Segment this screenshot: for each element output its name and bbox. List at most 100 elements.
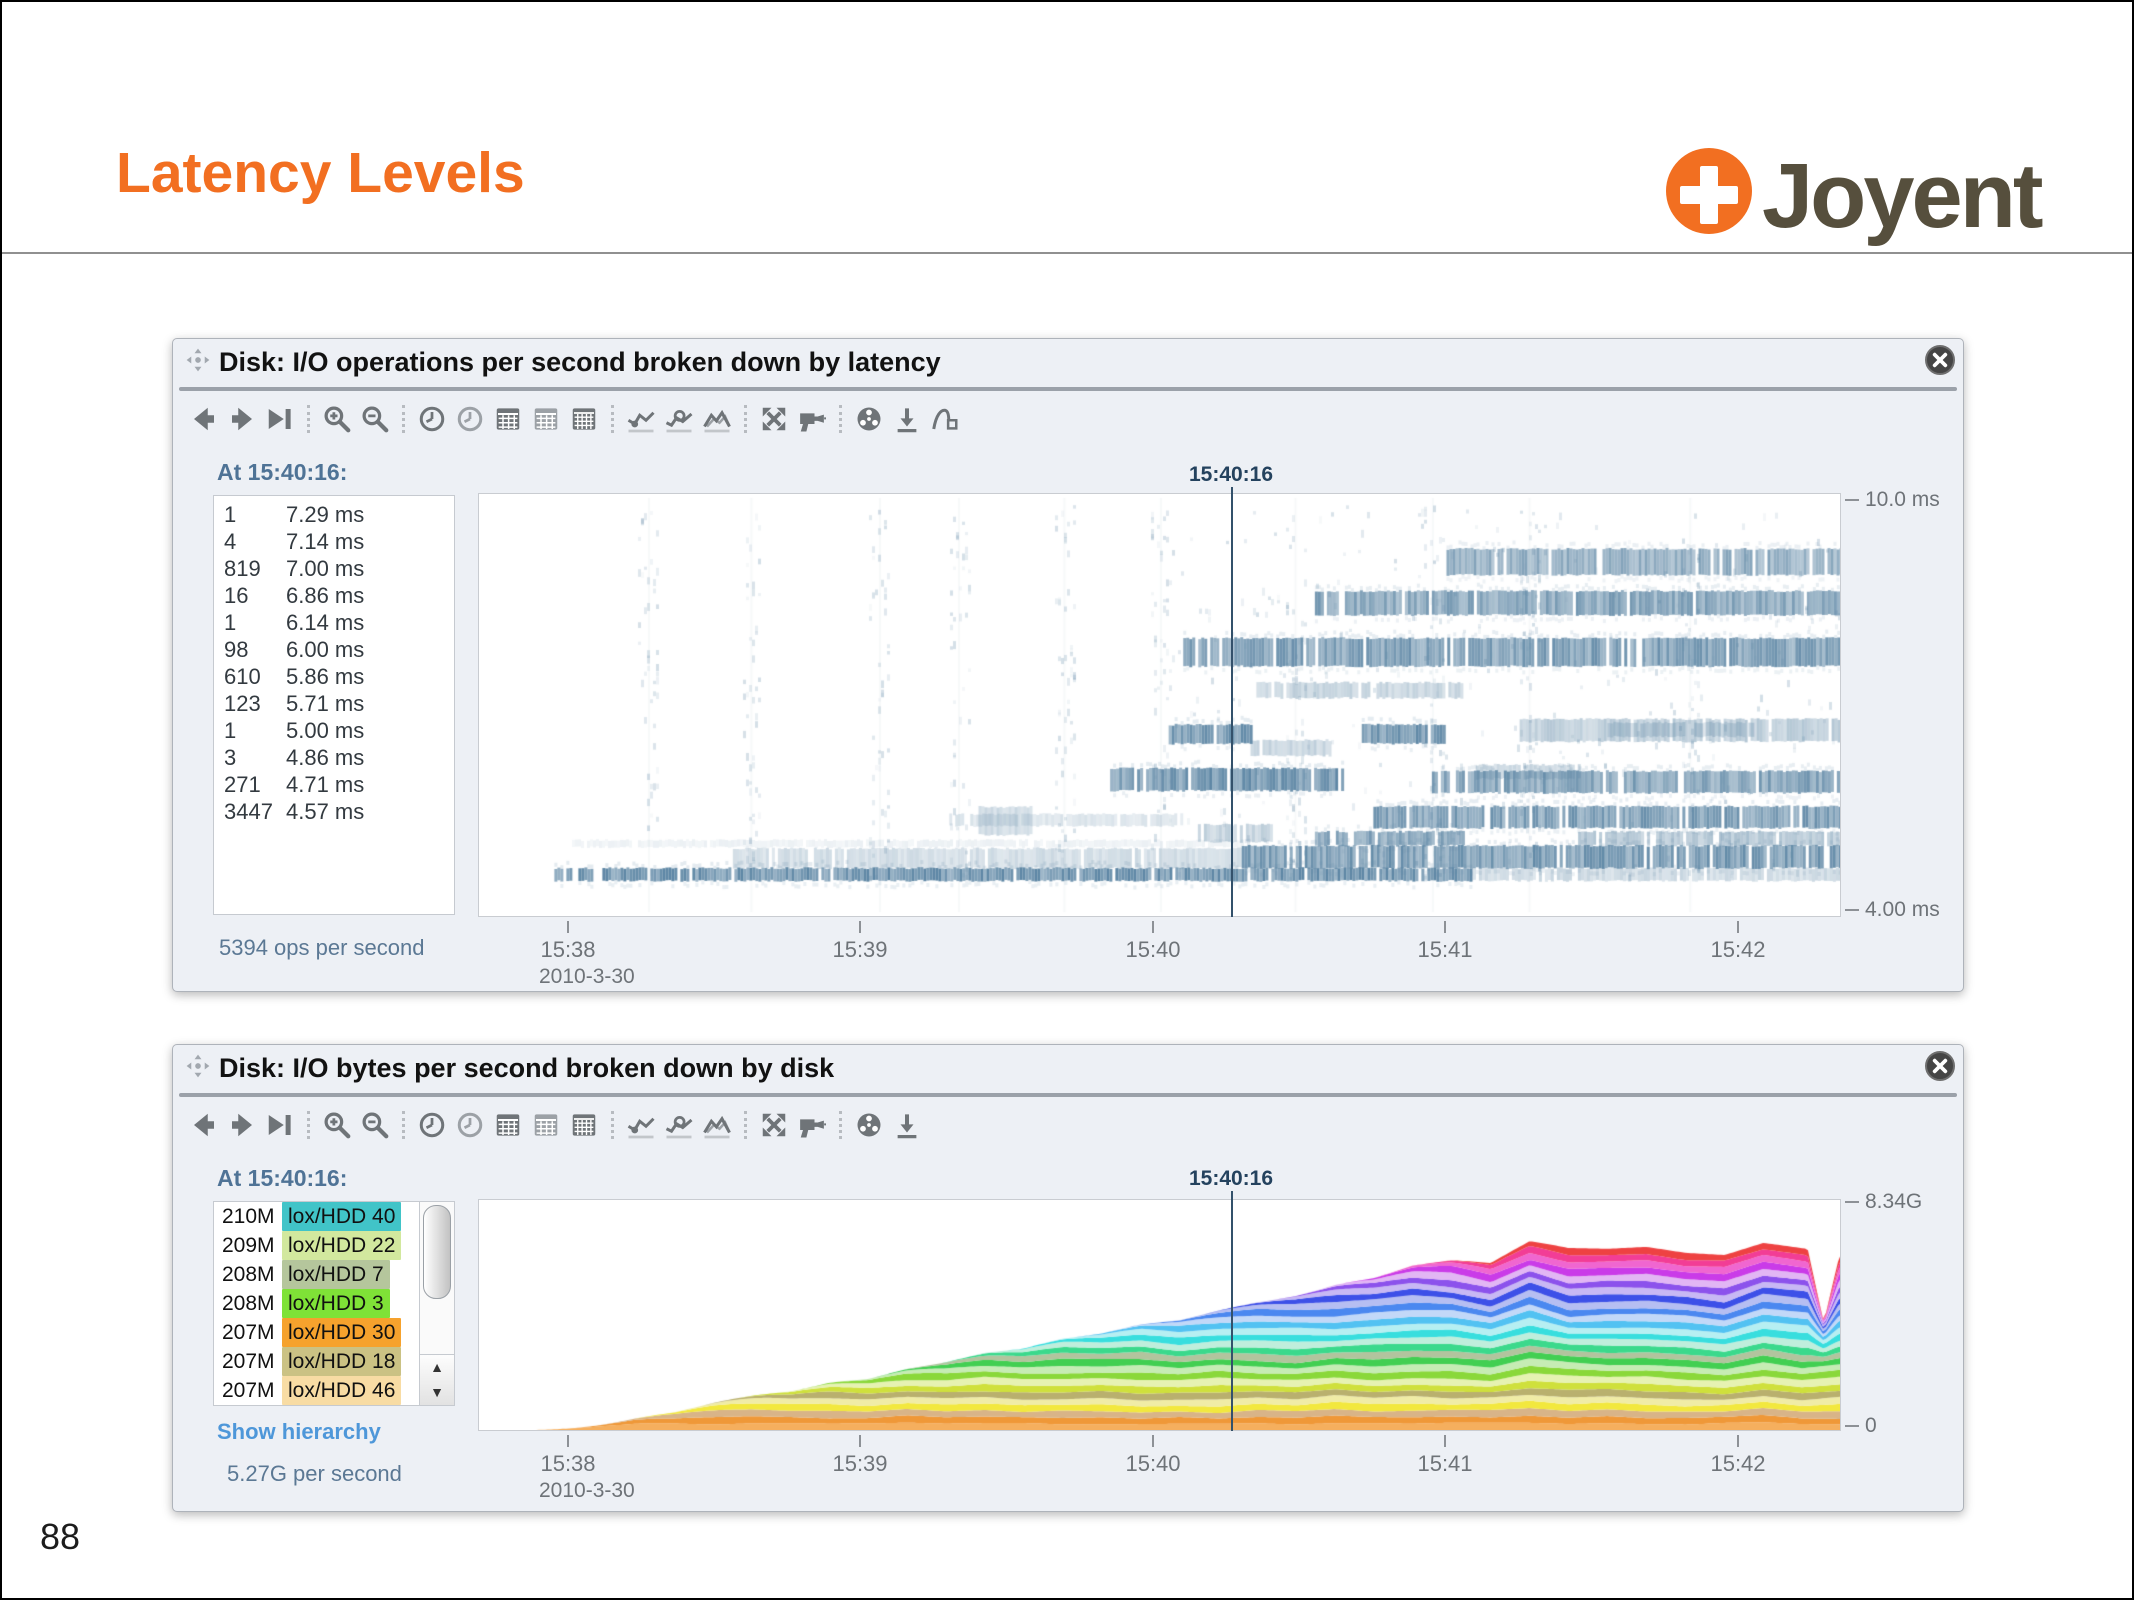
calendar-custom-button[interactable]: [565, 398, 603, 440]
zoom-out-button[interactable]: [356, 1104, 394, 1146]
calendar-one-button[interactable]: [489, 1104, 527, 1146]
chart-overlap-button[interactable]: [698, 398, 736, 440]
window-titlebar[interactable]: Disk: I/O operations per second broken d…: [173, 339, 1963, 385]
clock-back-button[interactable]: [413, 398, 451, 440]
zoom-out-icon: [362, 406, 389, 433]
disk-bytes-value: 208M: [222, 1292, 275, 1315]
calendar-range-button[interactable]: [527, 398, 565, 440]
close-icon: [1925, 345, 1955, 375]
window-titlebar[interactable]: Disk: I/O bytes per second broken down b…: [173, 1045, 1963, 1091]
disk-name-chip[interactable]: lox/HDD 18: [282, 1347, 402, 1376]
window-move-icon[interactable]: [185, 347, 211, 378]
zoom-in-icon: [324, 406, 351, 433]
disk-legend-row[interactable]: 209M lox/HDD 22: [214, 1231, 420, 1260]
page-number: 88: [40, 1516, 81, 1557]
expand-button[interactable]: [755, 398, 793, 440]
disk-name-chip[interactable]: lox/HDD 22: [282, 1231, 402, 1260]
zoom-in-button[interactable]: [318, 1104, 356, 1146]
latency-legend-row[interactable]: 98 6.00 ms: [214, 636, 454, 663]
latency-value: 7.29 ms: [286, 502, 365, 527]
calendar-range-button[interactable]: [527, 1104, 565, 1146]
zoom-in-icon: [324, 1112, 351, 1139]
latency-legend-row[interactable]: 1 6.14 ms: [214, 609, 454, 636]
scrollbar[interactable]: ▲ ▼: [419, 1202, 454, 1405]
step-latest-button[interactable]: [261, 398, 299, 440]
latency-heatmap-chart[interactable]: [478, 493, 1841, 917]
disk-name-chip[interactable]: lox/HDD 3: [282, 1289, 390, 1318]
export-button[interactable]: [888, 398, 926, 440]
excise-outliers-button[interactable]: [926, 398, 964, 440]
color-wheel-button[interactable]: [850, 1104, 888, 1146]
show-hierarchy-link[interactable]: Show hierarchy: [217, 1419, 381, 1444]
y-axis-tick: [1845, 1201, 1859, 1203]
latency-legend-row[interactable]: 610 5.86 ms: [214, 663, 454, 690]
latency-legend-list[interactable]: 1 7.29 ms 4 7.14 ms 819 7.00 ms 16 6.86 ms 1 6.14…: [213, 495, 455, 915]
window-move-icon[interactable]: [185, 1053, 211, 1084]
cursor-line[interactable]: [1231, 487, 1233, 917]
cursor-line[interactable]: [1231, 1191, 1233, 1431]
disk-name-chip[interactable]: lox/HDD 30: [282, 1318, 402, 1347]
disk-bytes-chart[interactable]: [478, 1199, 1841, 1431]
step-latest-button[interactable]: [261, 1104, 299, 1146]
latency-legend-row[interactable]: 3 4.86 ms: [214, 744, 454, 771]
latency-legend-row[interactable]: 3447 4.57 ms: [214, 798, 454, 825]
step-back-button[interactable]: [185, 398, 223, 440]
expand-icon: [762, 1113, 786, 1137]
toolbar: [185, 395, 964, 443]
step-forward-button[interactable]: [223, 398, 261, 440]
disk-name-chip[interactable]: lox/HDD 7: [282, 1260, 390, 1289]
latency-legend-row[interactable]: 4 7.14 ms: [214, 528, 454, 555]
latency-legend-row[interactable]: 1 5.00 ms: [214, 717, 454, 744]
chart-minimum-button[interactable]: [622, 398, 660, 440]
calendar-custom-button[interactable]: [565, 1104, 603, 1146]
clock-back-button[interactable]: [413, 1104, 451, 1146]
zoom-in-button[interactable]: [318, 398, 356, 440]
expand-button[interactable]: [755, 1104, 793, 1146]
x-tick-label: 15:38: [540, 1451, 596, 1476]
x-tick-label: 15:38: [540, 937, 596, 962]
disk-legend-row[interactable]: 207M lox/HDD 18: [214, 1347, 420, 1376]
latency-legend-row[interactable]: 819 7.00 ms: [214, 555, 454, 582]
drilldown-button[interactable]: [793, 398, 831, 440]
disk-legend-list[interactable]: 210M lox/HDD 40 209M lox/HDD 22 208M lox/HDD …: [213, 1201, 455, 1406]
clock-forward-button[interactable]: [451, 398, 489, 440]
disk-name-chip[interactable]: lox/HDD 46: [282, 1376, 402, 1405]
scrollbar-thumb[interactable]: [423, 1205, 451, 1299]
disk-legend-row[interactable]: 208M lox/HDD 7: [214, 1260, 420, 1289]
zoom-out-button[interactable]: [356, 398, 394, 440]
step-back-button[interactable]: [185, 1104, 223, 1146]
latency-legend-row[interactable]: 16 6.86 ms: [214, 582, 454, 609]
scroll-down-icon[interactable]: ▼: [430, 1384, 444, 1400]
latency-heatmap-canvas[interactable]: [479, 494, 1840, 916]
window-io-latency: Disk: I/O operations per second broken d…: [172, 338, 1964, 992]
latency-legend-row[interactable]: 1 7.29 ms: [214, 501, 454, 528]
disk-legend-row[interactable]: 208M lox/HDD 3: [214, 1289, 420, 1318]
latency-count: 1: [224, 718, 237, 743]
chart-overlap-button[interactable]: [698, 1104, 736, 1146]
disk-bytes-value: 210M: [222, 1205, 275, 1228]
chart-examine-button[interactable]: [660, 398, 698, 440]
drilldown-icon: [800, 413, 827, 432]
toolbar-separator: [744, 405, 747, 433]
latency-legend-row[interactable]: 271 4.71 ms: [214, 771, 454, 798]
close-icon[interactable]: [1924, 1050, 1956, 1082]
step-forward-button[interactable]: [223, 1104, 261, 1146]
clock-forward-button[interactable]: [451, 1104, 489, 1146]
toolbar-separator: [307, 1111, 310, 1139]
disk-legend-row[interactable]: 207M lox/HDD 30: [214, 1318, 420, 1347]
disk-legend-row[interactable]: 207M lox/HDD 46: [214, 1376, 420, 1405]
close-icon[interactable]: [1924, 344, 1956, 376]
export-button[interactable]: [888, 1104, 926, 1146]
disk-legend-row[interactable]: 210M lox/HDD 40: [214, 1202, 420, 1231]
color-wheel-button[interactable]: [850, 398, 888, 440]
chart-examine-button[interactable]: [660, 1104, 698, 1146]
calendar-one-button[interactable]: [489, 398, 527, 440]
calendar-custom-icon: [572, 408, 596, 430]
chart-minimum-button[interactable]: [622, 1104, 660, 1146]
drilldown-button[interactable]: [793, 1104, 831, 1146]
latency-legend-row[interactable]: 123 5.71 ms: [214, 690, 454, 717]
scroll-up-icon[interactable]: ▲: [430, 1359, 444, 1375]
disk-name-chip[interactable]: lox/HDD 40: [282, 1202, 402, 1231]
toolbar-separator: [307, 405, 310, 433]
disk-bytes-canvas[interactable]: [479, 1200, 1840, 1430]
